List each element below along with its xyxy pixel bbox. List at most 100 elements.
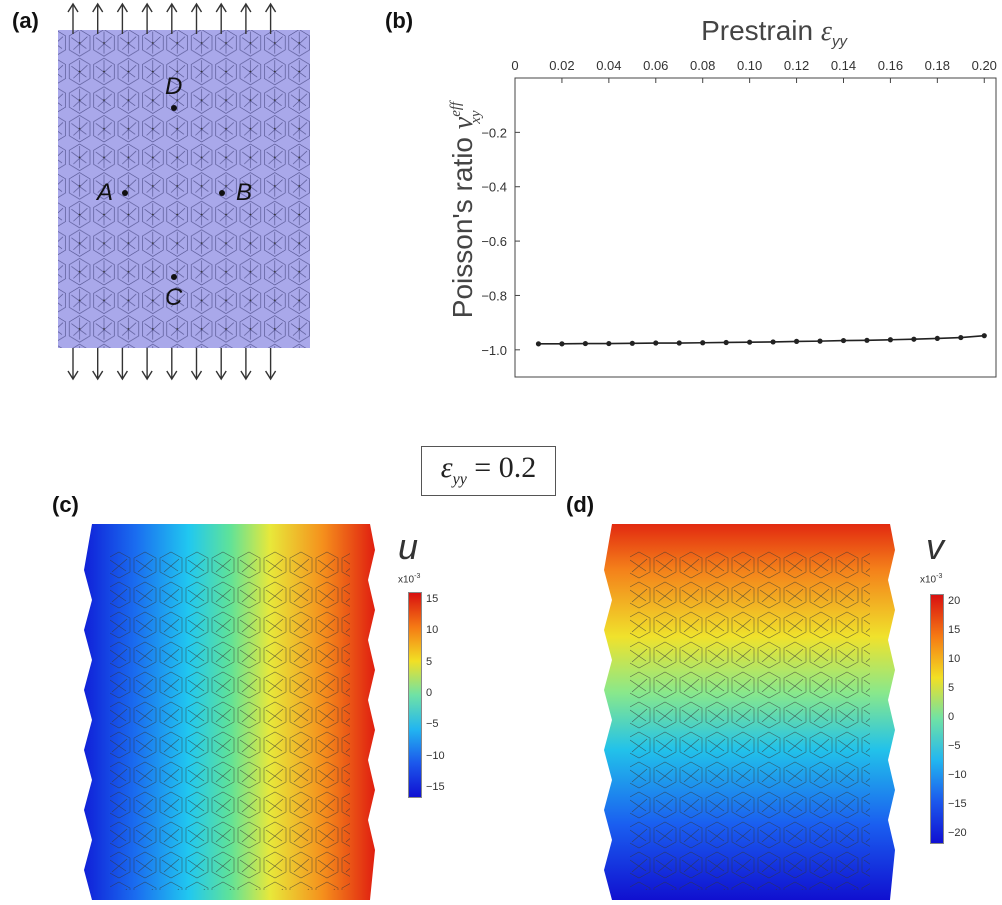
x-tick-label: 0.20 — [972, 58, 997, 73]
u-colorbar-tick: −15 — [426, 781, 445, 793]
data-point — [653, 340, 659, 346]
top-arrow — [141, 2, 153, 34]
bottom-arrow — [67, 348, 79, 381]
u-colorbar-exponent: x10-3 — [398, 573, 420, 585]
point-d-dot — [171, 105, 177, 111]
u-exponent-power: -3 — [414, 573, 421, 580]
v-colorbar-tick: 20 — [948, 595, 961, 607]
v-colorbar-tick: −20 — [948, 827, 967, 839]
u-exponent-base: x10 — [398, 574, 415, 586]
top-arrow — [240, 2, 252, 34]
y-tick-label: −1.0 — [481, 343, 507, 358]
bottom-arrow — [92, 348, 104, 381]
x-tick-label: 0.12 — [784, 58, 809, 73]
data-point — [606, 340, 612, 347]
x-tick-label: 0.16 — [878, 58, 903, 73]
x-tick-label: 0.18 — [925, 58, 950, 73]
x-tick-label: 0.14 — [831, 58, 856, 73]
top-arrow — [92, 2, 104, 34]
x-tick-label: 0.04 — [596, 58, 621, 73]
top-arrow — [265, 2, 277, 34]
point-c-label: C — [165, 284, 183, 311]
u-colorbar-tick: 5 — [426, 655, 433, 668]
lattice-diagram — [58, 2, 310, 381]
top-arrow — [190, 2, 203, 34]
x-axis-title: Prestrain εyy — [701, 15, 848, 50]
point-b-dot — [219, 190, 225, 196]
y-axis-title: Poisson's ratio νeffxy — [447, 100, 484, 318]
u-colorbar-tick: −5 — [426, 718, 439, 731]
bottom-arrow — [215, 348, 227, 381]
panel-b-label: (b) — [385, 8, 414, 33]
v-colorbar-exponent: x10-3 — [920, 573, 942, 585]
y-tick-label: −0.2 — [481, 125, 507, 140]
strain-symbol: ε — [440, 451, 453, 484]
u-field-mesh — [110, 550, 350, 890]
data-point — [840, 337, 847, 344]
point-c-dot — [171, 274, 177, 280]
strain-equals: = 0.2 — [466, 451, 537, 484]
panel-d-label: (d) — [566, 492, 595, 517]
v-colorbar-tick: 5 — [948, 682, 955, 694]
x-tick-label: 0 — [511, 58, 518, 73]
strain-subscript: yy — [452, 471, 467, 488]
data-point — [535, 341, 542, 347]
point-b-label: B — [236, 179, 253, 206]
y-tick-label: −0.4 — [481, 180, 507, 195]
data-point — [793, 338, 800, 344]
bottom-arrow — [116, 348, 128, 381]
data-point — [817, 338, 823, 344]
u-field-title: u — [398, 526, 419, 567]
data-point — [747, 339, 753, 345]
u-displacement-field — [84, 524, 375, 900]
data-point — [723, 339, 729, 346]
data-point — [958, 334, 964, 341]
data-point — [582, 340, 588, 347]
bottom-arrows — [67, 348, 277, 381]
point-a-label: A — [97, 179, 114, 206]
bottom-arrow — [166, 348, 178, 381]
data-point — [629, 340, 635, 346]
y-tick-label: −0.6 — [481, 234, 507, 249]
panel-a-label: (a) — [12, 8, 39, 33]
v-field-mesh — [630, 550, 870, 890]
v-colorbar-tick: −10 — [948, 769, 967, 781]
poisson-ratio-chart: 0 0.02 0.04 0.06 0.08 0.10 0.12 0.14 0.16 0.18 0.2… — [447, 15, 997, 378]
v-field-title: v — [926, 526, 944, 567]
series-line — [538, 334, 985, 345]
v-colorbar-tick: 0 — [948, 711, 955, 723]
data-point — [676, 340, 682, 346]
data-point — [911, 336, 917, 342]
chart-series — [535, 333, 987, 347]
v-colorbar-tick: −15 — [948, 798, 967, 810]
v-colorbar-tick: 10 — [948, 653, 961, 665]
top-arrow — [116, 2, 128, 34]
data-point — [559, 341, 565, 347]
bottom-arrow — [265, 348, 277, 381]
top-arrow — [215, 2, 227, 34]
panel-c-label: (c) — [52, 492, 79, 517]
v-colorbar-tick: −5 — [948, 740, 961, 752]
v-exponent-base: x10 — [920, 574, 937, 586]
v-colorbar — [930, 594, 944, 844]
v-exponent-power: -3 — [936, 573, 943, 580]
bottom-arrow — [240, 348, 252, 381]
y-tick-label: −0.8 — [481, 288, 507, 303]
x-tick-label: 0.10 — [737, 58, 762, 73]
top-arrow — [67, 2, 79, 34]
u-colorbar-tick: 15 — [426, 593, 439, 605]
top-arrows — [67, 2, 277, 34]
u-colorbar-tick: 0 — [426, 687, 433, 699]
strain-value-box: εyy = 0.2 — [421, 446, 556, 496]
v-colorbar-tick: 15 — [948, 624, 961, 636]
strain-value-text: εyy = 0.2 — [422, 451, 555, 489]
data-point — [864, 337, 870, 343]
data-point — [700, 340, 706, 346]
bottom-arrow — [190, 348, 203, 381]
x-tick-label: 0.08 — [690, 58, 715, 73]
chart-axes: 0 0.02 0.04 0.06 0.08 0.10 0.12 0.14 0.16 0.18 0.2… — [481, 58, 997, 378]
top-arrow — [166, 2, 178, 34]
data-point — [770, 339, 776, 345]
u-colorbar-tick: 10 — [426, 624, 439, 637]
x-tick-label: 0.02 — [549, 58, 574, 73]
